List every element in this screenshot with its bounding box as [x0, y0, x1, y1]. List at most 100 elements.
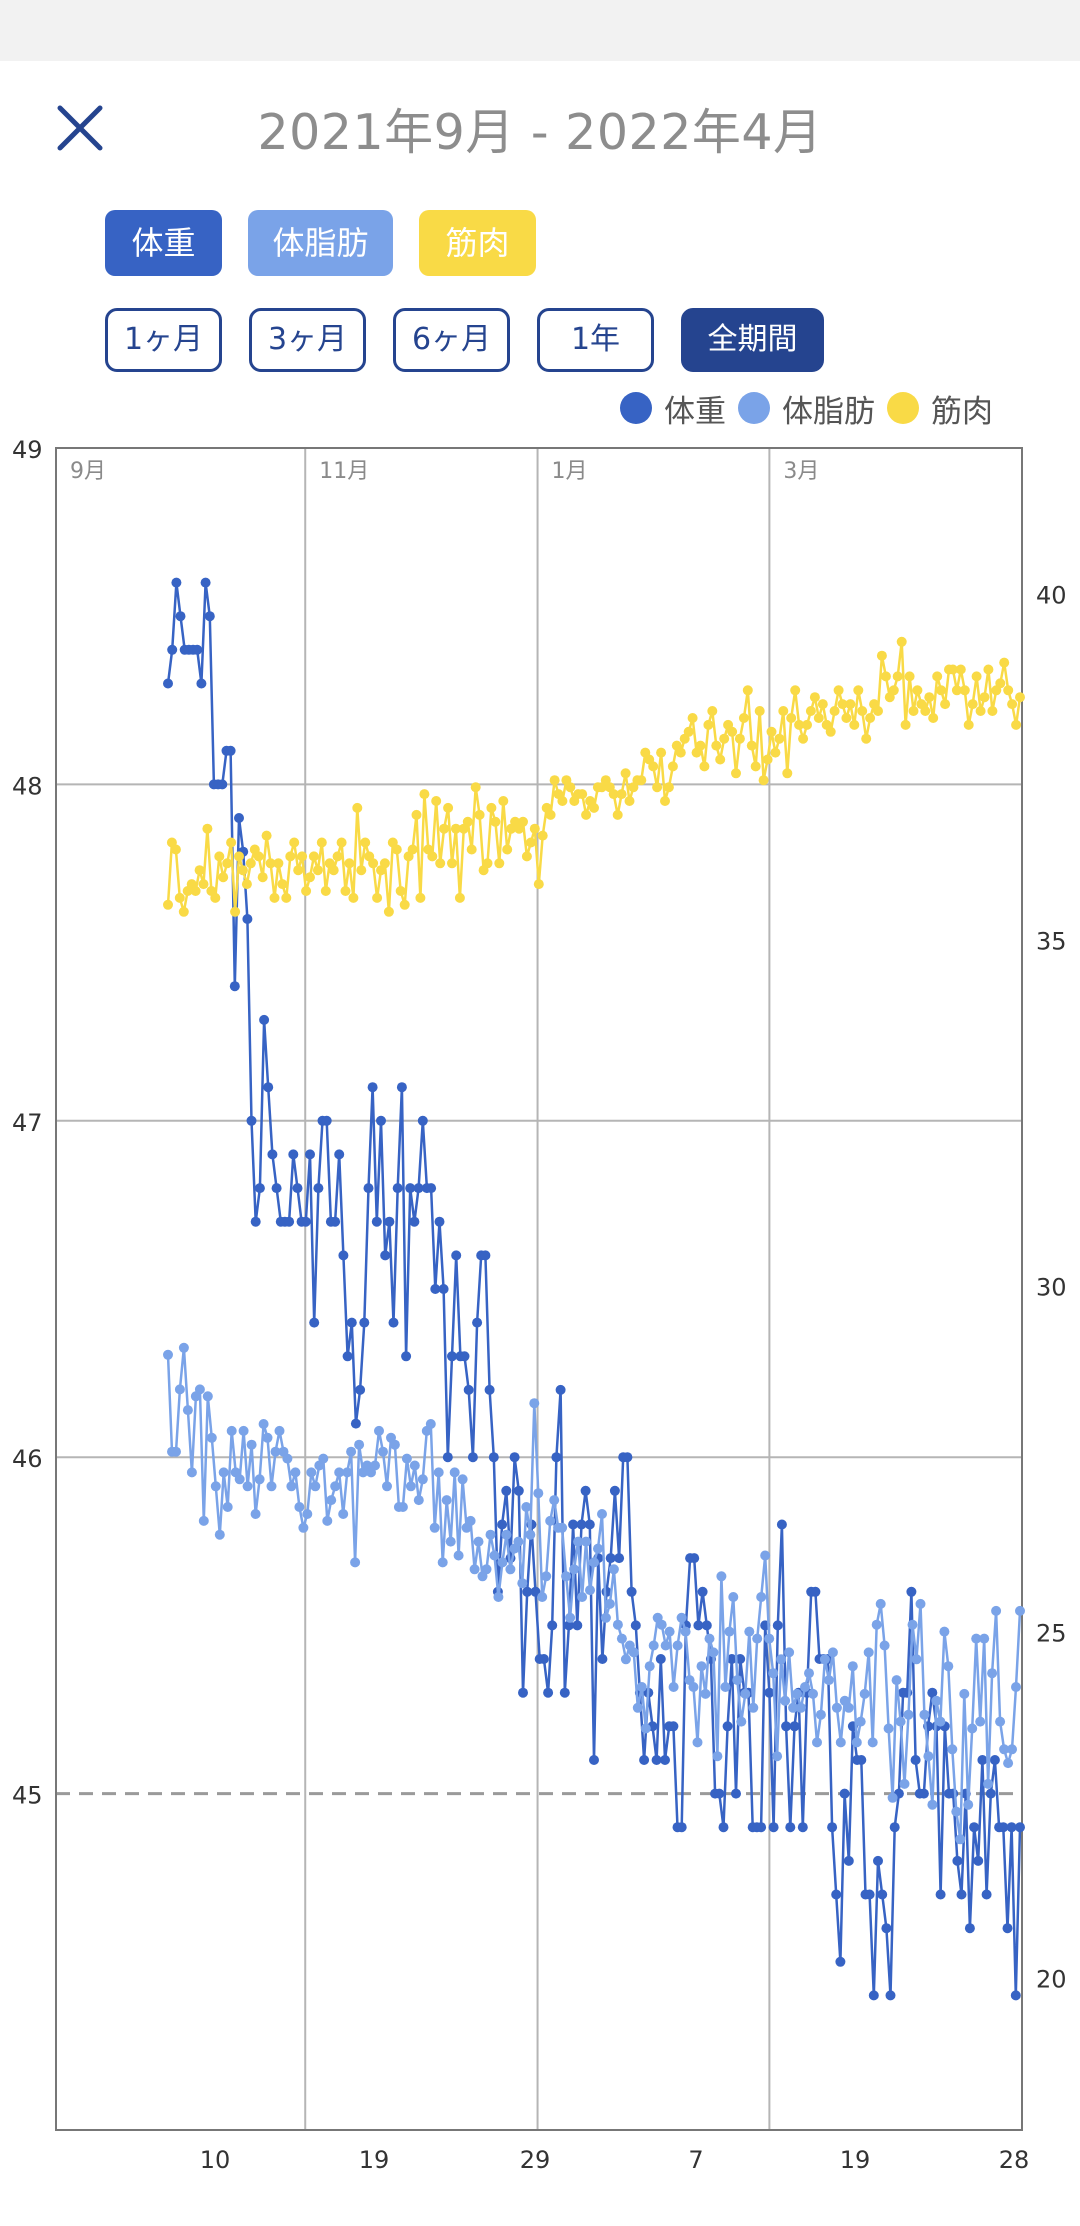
- range-6-month-button[interactable]: 6ヶ月: [393, 308, 510, 372]
- data-point: [563, 1620, 574, 1631]
- data-point: [419, 789, 430, 800]
- data-point: [802, 719, 812, 730]
- data-point: [427, 851, 438, 862]
- chip-muscle[interactable]: 筋肉: [419, 210, 536, 276]
- data-point: [182, 1405, 193, 1416]
- data-point: [667, 761, 678, 772]
- data-point: [708, 1647, 719, 1658]
- data-point: [192, 644, 203, 655]
- left-axis-tick-label: 49: [12, 436, 43, 464]
- data-point: [786, 713, 797, 723]
- data-point: [472, 1317, 483, 1328]
- data-point: [308, 851, 319, 862]
- data-point: [374, 1425, 384, 1436]
- data-point: [809, 692, 820, 703]
- data-point: [837, 699, 848, 710]
- data-point: [293, 865, 304, 876]
- data-point: [267, 1149, 278, 1160]
- data-point: [1010, 1990, 1021, 2001]
- data-point: [340, 886, 351, 896]
- right-axis-tick-label: 20: [1036, 1966, 1067, 1994]
- data-point: [703, 719, 714, 730]
- data-point: [608, 789, 619, 800]
- data-point: [774, 733, 785, 744]
- data-point: [825, 726, 836, 737]
- range-1-year-button[interactable]: 1年: [537, 308, 654, 372]
- data-point: [616, 789, 627, 800]
- data-point: [585, 1585, 595, 1596]
- data-point: [370, 1460, 380, 1471]
- data-point: [676, 1612, 687, 1623]
- data-point: [939, 1626, 950, 1637]
- data-point: [322, 1515, 333, 1526]
- data-point: [178, 906, 189, 917]
- range-1-month-button[interactable]: 1ヶ月: [105, 308, 222, 372]
- data-point: [378, 1446, 388, 1457]
- close-icon[interactable]: [52, 100, 108, 156]
- month-label: 9月: [70, 459, 106, 484]
- data-point: [868, 1990, 879, 2001]
- data-point: [405, 1481, 416, 1492]
- data-point: [470, 782, 481, 793]
- data-point: [330, 1216, 341, 1227]
- data-point: [282, 1453, 293, 1464]
- data-point: [254, 1183, 265, 1194]
- data-point: [589, 1557, 599, 1568]
- data-point: [572, 1620, 583, 1631]
- data-point: [271, 1183, 282, 1194]
- data-point: [242, 914, 253, 924]
- data-point: [1015, 692, 1025, 703]
- data-point: [305, 1149, 315, 1160]
- data-point: [676, 1822, 687, 1833]
- data-point: [1003, 1758, 1014, 1769]
- data-point: [714, 1788, 725, 1799]
- data-point: [313, 1183, 324, 1194]
- data-point: [441, 1495, 452, 1506]
- data-point: [952, 1855, 963, 1866]
- data-point: [927, 1687, 938, 1698]
- data-point: [983, 1778, 994, 1789]
- data-point: [715, 754, 726, 765]
- data-point: [724, 1626, 735, 1637]
- data-point: [805, 706, 816, 716]
- data-point: [762, 754, 773, 765]
- data-point: [887, 1792, 898, 1803]
- data-point: [589, 802, 599, 813]
- data-point: [557, 796, 568, 806]
- data-point: [622, 1452, 633, 1463]
- data-point: [451, 1250, 462, 1261]
- data-point: [465, 1515, 476, 1526]
- data-point: [277, 879, 288, 890]
- data-point: [1015, 1605, 1025, 1616]
- chip-body-fat[interactable]: 体脂肪: [248, 210, 393, 276]
- data-point: [839, 1788, 850, 1799]
- data-point: [543, 1687, 554, 1698]
- data-point: [559, 1687, 570, 1698]
- data-point: [865, 713, 876, 723]
- data-point: [696, 1661, 707, 1672]
- month-label: 1月: [552, 459, 588, 484]
- chip-weight[interactable]: 体重: [105, 210, 222, 276]
- data-point: [855, 1716, 866, 1727]
- range-3-month-button[interactable]: 3ヶ月: [249, 308, 366, 372]
- data-point: [612, 1619, 623, 1630]
- data-point: [484, 1384, 495, 1395]
- data-point: [246, 1439, 257, 1450]
- data-point: [330, 1481, 341, 1492]
- data-point: [462, 816, 473, 827]
- data-point: [234, 1474, 245, 1485]
- data-point: [701, 1620, 712, 1631]
- range-all-button[interactable]: 全期間: [681, 308, 824, 372]
- x-tick-label: 10: [200, 2146, 231, 2174]
- legend-muscle-swatch: [887, 392, 919, 424]
- data-point: [735, 1654, 746, 1664]
- data-point: [480, 1250, 491, 1261]
- data-point: [513, 1485, 524, 1496]
- data-point: [372, 892, 383, 903]
- data-point: [382, 1481, 392, 1492]
- data-point: [210, 1481, 221, 1492]
- data-point: [995, 678, 1006, 689]
- data-point: [664, 1626, 675, 1637]
- data-point: [951, 1806, 962, 1817]
